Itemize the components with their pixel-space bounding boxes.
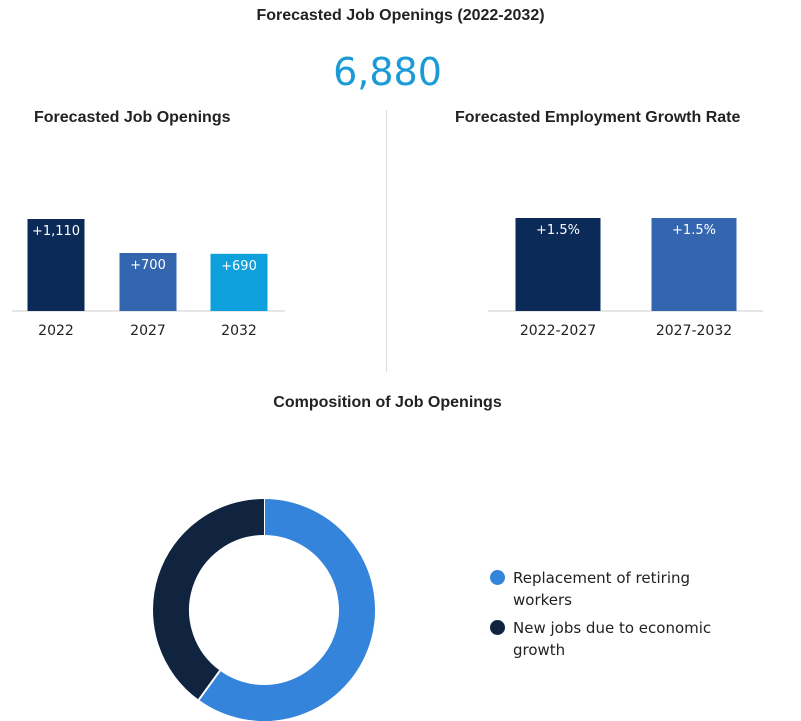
total-openings-value: 6,880 — [333, 50, 442, 94]
data-label-2032: +690 — [221, 259, 257, 274]
data-label-2027: +700 — [130, 258, 166, 273]
bar-2022 — [27, 219, 85, 311]
legend-swatch-replacement — [490, 570, 505, 585]
page-title: Forecasted Job Openings (2022-2032) — [256, 7, 545, 24]
tick-label-2022: 2022 — [38, 323, 74, 339]
data-label-2022: +1,110 — [32, 224, 80, 239]
bar-2032 — [210, 253, 268, 311]
bar-2027 — [119, 252, 177, 311]
tick-label-2022-2027: 2022-2027 — [520, 323, 596, 339]
legend-swatch-new-jobs — [490, 620, 505, 635]
bar-2022-2027 — [515, 218, 601, 311]
legend-label-new-jobs: New jobs due to economic growth — [513, 619, 712, 659]
tick-label-2027: 2027 — [130, 323, 166, 339]
donut-separator-1 — [197, 670, 221, 701]
tick-label-2032: 2032 — [221, 323, 257, 339]
data-label-2027-2032: +1.5% — [672, 223, 716, 238]
legend-item-replacement: Replacement of retiring workers — [490, 567, 790, 611]
composition-chart-title: Composition of Job Openings — [273, 394, 502, 411]
composition-legend: Replacement of retiring workers New jobs… — [490, 567, 790, 667]
data-label-2022-2027: +1.5% — [536, 223, 580, 238]
bar-2027-2032 — [651, 218, 737, 311]
legend-label-replacement: Replacement of retiring workers — [513, 569, 691, 609]
legend-item-new-jobs: New jobs due to economic growth — [490, 617, 790, 661]
section-divider — [386, 110, 387, 372]
donut-slice-1 — [153, 499, 265, 700]
donut-slice-0 — [198, 499, 375, 721]
growth-chart-title: Forecasted Employment Growth Rate — [455, 109, 741, 126]
openings-chart-title: Forecasted Job Openings — [34, 109, 231, 126]
tick-label-2027-2032: 2027-2032 — [656, 323, 732, 339]
